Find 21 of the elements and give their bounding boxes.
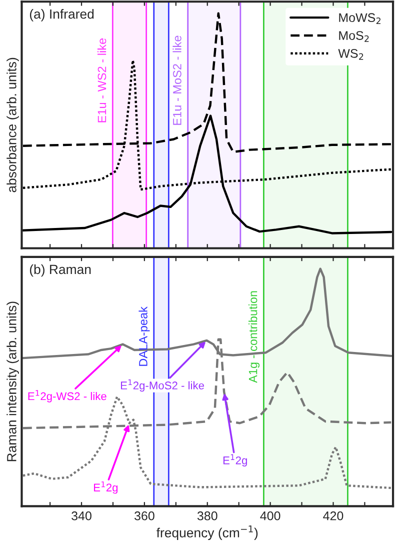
x-tick-label: 380 bbox=[197, 511, 218, 520]
x-tick-label: 400 bbox=[260, 511, 280, 520]
x-tick-label: 360 bbox=[134, 511, 154, 520]
x-axis-title: frequency (cm$^{−1}$) bbox=[156, 526, 258, 540]
band-label: E1u - MoS2 - like bbox=[172, 36, 182, 125]
x-tick-label: 420 bbox=[323, 511, 344, 520]
legend-label: WS$_{2}$ bbox=[338, 48, 364, 60]
annotation: E$^{1}$2g-WS2 - like bbox=[28, 390, 106, 402]
legend-label: MoS$_{2}$ bbox=[339, 31, 369, 42]
band-label: DALA-peak bbox=[138, 306, 150, 366]
legend-label: MoWS$_{2}$ bbox=[339, 13, 380, 24]
chart-title: (b) Raman bbox=[30, 264, 91, 277]
annotation: E$^{1}$2g bbox=[94, 481, 118, 494]
annotation: E$^{1}$2g bbox=[223, 454, 247, 467]
y-axis-title: Raman intensity (arb. units) bbox=[6, 302, 19, 462]
chart-title: (a) Infrared bbox=[30, 9, 94, 22]
x-tick-label: 340 bbox=[72, 511, 92, 520]
band-label: A1g - contribution bbox=[248, 291, 260, 383]
band-label: E1u - WS2 - like bbox=[97, 38, 106, 122]
annotation: E$^{1}$2g-MoS2 - like bbox=[120, 379, 204, 392]
y-axis-title: absorbance (arb. units) bbox=[6, 58, 19, 192]
